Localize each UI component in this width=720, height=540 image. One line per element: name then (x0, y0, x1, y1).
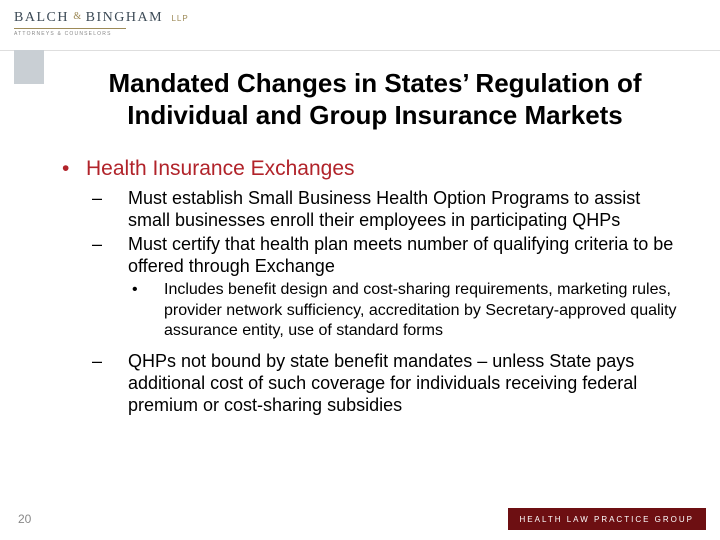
logo-firstname: BALCH (14, 10, 69, 25)
logo-ampersand: & (73, 11, 81, 22)
l2b-text: Must certify that health plan meets numb… (128, 234, 673, 276)
slide-title: Mandated Changes in States’ Regulation o… (60, 68, 690, 131)
bullet-level-2: –Must establish Small Business Health Op… (110, 188, 680, 232)
accent-block (14, 50, 44, 84)
logo-lastname: BINGHAM (86, 10, 163, 25)
logo-underline (14, 28, 126, 29)
slide: BALCH & BINGHAM LLP ATTORNEYS & COUNSELO… (0, 0, 720, 540)
bullet-dot-icon: • (148, 280, 164, 300)
content-area: •Health Insurance Exchanges –Must establ… (60, 156, 680, 419)
page-number: 20 (18, 512, 31, 526)
footer-bar: HEALTH LAW PRACTICE GROUP (508, 508, 706, 530)
logo-tagline: ATTORNEYS & COUNSELORS (14, 31, 189, 37)
dash-icon: – (110, 188, 128, 210)
bullet-level-3: •Includes benefit design and cost-sharin… (148, 280, 680, 341)
spacer (60, 343, 680, 351)
l2a-text: Must establish Small Business Health Opt… (128, 188, 640, 230)
footer-text: HEALTH LAW PRACTICE GROUP (520, 515, 694, 524)
bullet-dot-icon: • (62, 156, 86, 182)
bullet-level-2: –Must certify that health plan meets num… (110, 234, 680, 278)
dash-icon: – (110, 351, 128, 373)
l1-text: Health Insurance Exchanges (86, 157, 355, 180)
firm-logo: BALCH & BINGHAM LLP ATTORNEYS & COUNSELO… (14, 8, 189, 42)
bullet-level-1: •Health Insurance Exchanges (60, 156, 680, 182)
l2c-text: QHPs not bound by state benefit mandates… (128, 351, 637, 415)
bullet-level-2: –QHPs not bound by state benefit mandate… (110, 351, 680, 417)
dash-icon: – (110, 234, 128, 256)
top-bar: BALCH & BINGHAM LLP ATTORNEYS & COUNSELO… (0, 0, 720, 51)
l3a-text: Includes benefit design and cost-sharing… (164, 281, 677, 339)
logo-suffix: LLP (171, 14, 188, 23)
